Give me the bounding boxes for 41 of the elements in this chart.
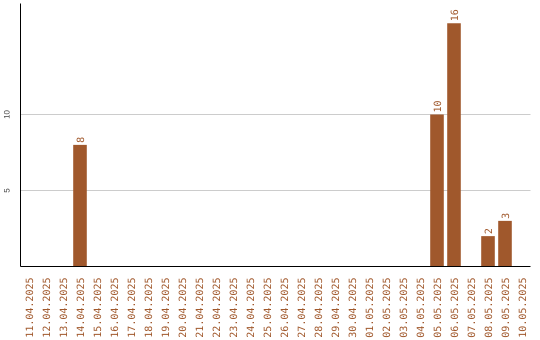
x-tick-label: 11.04.2025 <box>25 277 36 338</box>
x-tick-label: 04.05.2025 <box>416 277 427 338</box>
data-label: 16 <box>450 9 461 22</box>
x-tick-label: 17.04.2025 <box>127 277 138 338</box>
bar <box>498 220 512 266</box>
x-tick-label: 22.04.2025 <box>212 277 223 338</box>
x-tick-label: 18.04.2025 <box>144 277 155 338</box>
x-tick-label: 14.04.2025 <box>76 277 87 338</box>
data-label: 3 <box>501 212 512 219</box>
x-tick-label: 16.04.2025 <box>110 277 121 338</box>
x-tick-label: 06.05.2025 <box>450 277 461 338</box>
x-tick-label: 12.04.2025 <box>42 277 53 338</box>
x-tick-label: 30.04.2025 <box>348 277 359 338</box>
bar <box>447 23 461 266</box>
x-tick-label: 15.04.2025 <box>93 277 104 338</box>
x-tick-label: 23.04.2025 <box>229 277 240 338</box>
x-tick-label: 19.04.2025 <box>161 277 172 338</box>
x-tick-label: 24.04.2025 <box>246 277 257 338</box>
x-tick-label: 03.05.2025 <box>399 277 410 338</box>
x-tick-label: 27.04.2025 <box>297 277 308 338</box>
x-tick-label: 10.05.2025 <box>518 277 529 338</box>
bar <box>481 236 495 266</box>
bar <box>430 114 444 266</box>
x-tick-label: 02.05.2025 <box>382 277 393 338</box>
bar <box>73 144 87 266</box>
x-tick-label: 28.04.2025 <box>314 277 325 338</box>
data-label: 10 <box>433 100 444 112</box>
x-tick-label: 08.05.2025 <box>484 277 495 338</box>
y-tick-label: 5 <box>2 188 12 193</box>
x-tick-label: 13.04.2025 <box>59 277 70 338</box>
x-tick-label: 05.05.2025 <box>433 277 444 338</box>
x-tick-label: 29.04.2025 <box>331 277 342 338</box>
x-tick-label: 25.04.2025 <box>263 277 274 338</box>
x-tick-label: 07.05.2025 <box>467 277 478 338</box>
x-tick-label: 01.05.2025 <box>365 277 376 338</box>
data-label: 2 <box>484 228 495 234</box>
x-tick-label: 09.05.2025 <box>501 277 512 338</box>
x-tick-label: 21.04.2025 <box>195 277 206 338</box>
x-tick-label: 20.04.2025 <box>178 277 189 338</box>
data-label: 8 <box>76 136 87 143</box>
x-tick-label: 26.04.2025 <box>280 277 291 338</box>
